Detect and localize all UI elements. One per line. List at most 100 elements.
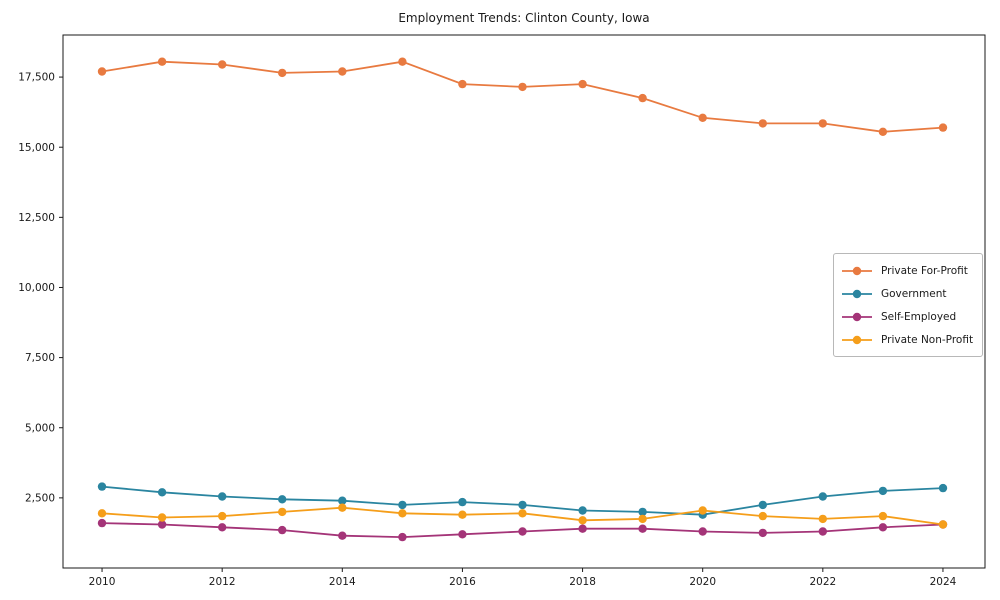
data-point — [638, 507, 647, 517]
data-point — [157, 520, 167, 529]
data-point — [698, 506, 707, 515]
legend-marker — [852, 289, 862, 298]
data-point — [278, 507, 287, 517]
data-point — [398, 509, 407, 518]
x-tick-label: 2024 — [930, 576, 957, 588]
data-point — [518, 82, 527, 92]
y-tick-label: 7,500 — [25, 352, 55, 364]
data-point — [338, 503, 347, 512]
data-point — [518, 527, 527, 536]
data-point — [458, 79, 467, 89]
data-point — [938, 520, 948, 529]
legend-marker — [852, 266, 862, 275]
legend-label: Government — [881, 287, 947, 300]
data-point — [878, 523, 888, 532]
data-point — [878, 511, 888, 521]
data-point — [218, 492, 227, 501]
data-point — [818, 514, 827, 524]
data-point — [398, 532, 407, 542]
x-tick-label: 2022 — [809, 576, 836, 588]
data-point — [938, 483, 948, 493]
data-point — [97, 509, 107, 518]
x-tick-label: 2010 — [89, 576, 116, 588]
y-tick-label: 17,500 — [18, 72, 55, 84]
data-point — [818, 527, 827, 536]
data-point — [338, 67, 347, 76]
data-point — [758, 511, 767, 521]
x-tick-label: 2020 — [689, 576, 716, 588]
data-point — [578, 506, 587, 515]
data-point — [638, 524, 647, 533]
series-private-non-profit — [97, 503, 948, 529]
data-point — [278, 495, 287, 504]
data-point — [218, 523, 227, 532]
legend-line-marker-icon — [842, 266, 872, 275]
data-point — [458, 530, 467, 539]
legend-item-private-non-profit: Private Non-Profit — [841, 328, 973, 351]
legend-marker — [852, 335, 862, 344]
legend-line-marker-icon — [842, 289, 872, 298]
legend-label: Self-Employed — [881, 310, 957, 323]
data-point — [758, 119, 767, 128]
data-point — [338, 531, 347, 540]
series-self-employed — [97, 518, 948, 542]
data-point — [398, 57, 407, 66]
data-point — [938, 123, 948, 132]
x-tick-label: 2014 — [329, 576, 356, 588]
data-point — [218, 511, 227, 521]
data-point — [97, 518, 107, 528]
x-tick-label: 2012 — [209, 576, 236, 588]
data-point — [398, 500, 407, 510]
data-point — [878, 486, 888, 496]
legend-line-marker-icon — [842, 312, 872, 321]
data-point — [458, 497, 467, 507]
series-line — [101, 60, 944, 133]
legend-marker — [852, 312, 862, 321]
data-point — [818, 492, 827, 501]
data-point — [338, 496, 347, 505]
data-point — [878, 127, 888, 136]
y-tick-label: 5,000 — [25, 422, 55, 434]
data-point — [758, 528, 767, 538]
data-point — [638, 93, 647, 103]
data-point — [698, 113, 707, 123]
data-point — [578, 524, 587, 533]
x-axis: 2010 2012 2014 2016 2018 2020 2022 2024 — [89, 568, 957, 588]
legend-line-marker-icon — [842, 335, 872, 344]
legend-item-government: Government — [841, 282, 973, 305]
plot-border — [62, 34, 986, 569]
data-point — [458, 510, 467, 519]
legend-label: Private Non-Profit — [881, 333, 974, 346]
data-point — [218, 60, 227, 69]
y-axis: 2,500 5,000 7,500 10,000 12,500 15,000 17,500 — [18, 72, 63, 504]
data-point — [278, 68, 287, 78]
data-point — [157, 57, 167, 66]
series-private-for-profit — [97, 57, 948, 136]
legend-item-private-for-profit: Private For-Profit — [841, 259, 973, 282]
data-point — [638, 514, 647, 524]
data-point — [518, 509, 527, 518]
data-point — [157, 488, 167, 497]
data-point — [818, 119, 827, 128]
data-point — [578, 516, 587, 525]
data-point — [157, 513, 167, 522]
y-tick-label: 2,500 — [25, 492, 55, 504]
data-point — [278, 525, 287, 535]
data-point — [518, 500, 527, 510]
data-point — [97, 482, 107, 491]
x-tick-label: 2016 — [449, 576, 476, 588]
legend: Private For-Profit Government Self-Employe… — [833, 253, 984, 357]
data-point — [698, 527, 707, 536]
y-tick-label: 10,000 — [18, 282, 55, 294]
legend-label: Private For-Profit — [881, 264, 968, 277]
data-point — [758, 500, 767, 510]
data-point — [97, 67, 107, 76]
y-tick-label: 12,500 — [18, 212, 55, 224]
chart-title: Employment Trends: Clinton County, Iowa — [398, 11, 650, 25]
y-tick-label: 15,000 — [18, 142, 55, 154]
legend-item-self-employed: Self-Employed — [841, 305, 973, 328]
x-tick-label: 2018 — [569, 576, 596, 588]
data-point — [578, 79, 587, 89]
